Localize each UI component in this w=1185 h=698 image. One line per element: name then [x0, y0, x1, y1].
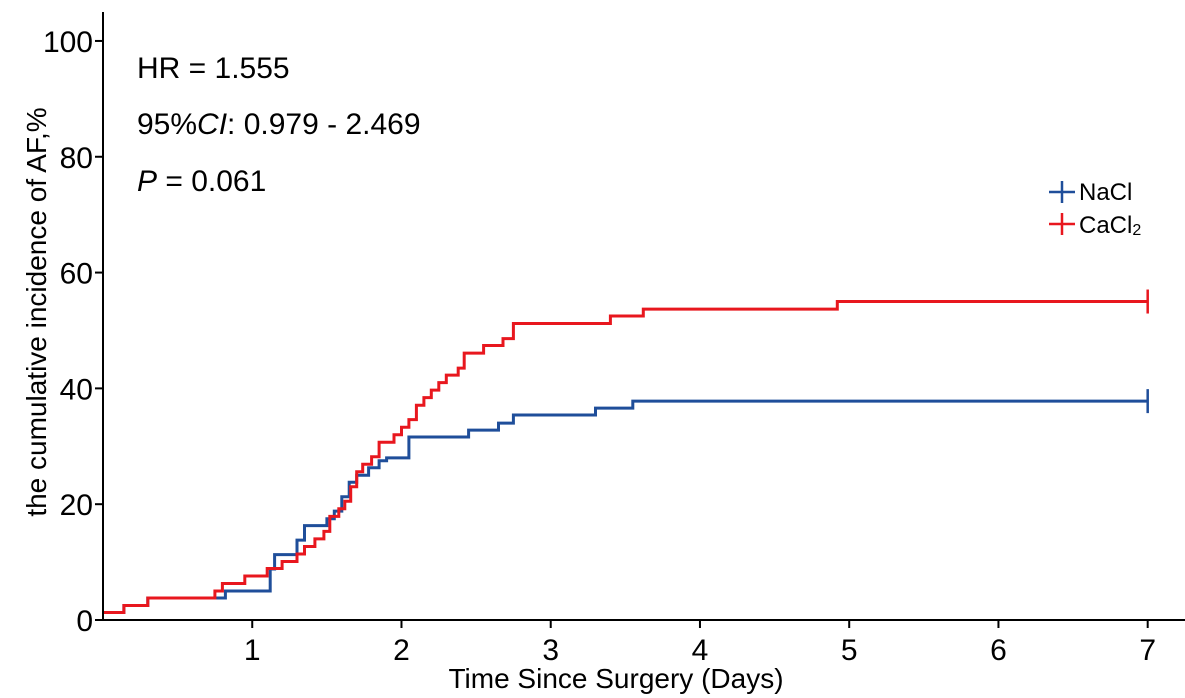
ci-annotation: 95%CI: 0.979 - 2.469 [137, 108, 421, 141]
axis-ticks: 1 2 3 4 5 6 7 0 20 40 60 80 100 [43, 26, 1156, 667]
legend: NaCl CaCl2 [1049, 179, 1141, 239]
series-lines [103, 289, 1149, 614]
hr-annotation: HR = 1.555 [137, 52, 290, 85]
legend-label-cacl2-sub: 2 [1132, 222, 1141, 239]
x-tick-label: 2 [393, 634, 410, 667]
x-tick-label: 3 [542, 634, 559, 667]
series-line-cacl2 [103, 300, 1148, 614]
annotations: HR = 1.555 95%CI: 0.979 - 2.469 P = 0.06… [137, 52, 421, 198]
y-tick-label: 0 [76, 605, 93, 638]
y-tick-label: 60 [60, 258, 93, 291]
ci-prefix: 95% [137, 108, 197, 141]
y-tick-label: 20 [60, 489, 93, 522]
legend-label-cacl2-main: CaCl [1079, 212, 1132, 239]
x-tick-label: 1 [244, 634, 261, 667]
series-line-nacl [103, 399, 1148, 614]
plot-axes [102, 12, 1185, 621]
y-axis-title: the cumulative incidence of AF,% [21, 107, 52, 516]
y-tick-label: 80 [60, 142, 93, 175]
legend-label-cacl2: CaCl2 [1079, 212, 1141, 239]
x-tick-label: 6 [990, 634, 1007, 667]
x-axis-title: Time Since Surgery (Days) [448, 663, 783, 694]
legend-label-nacl: NaCl [1079, 179, 1132, 206]
legend-item-cacl2: CaCl2 [1049, 212, 1141, 239]
x-tick-label: 7 [1139, 634, 1156, 667]
y-tick-label: 40 [60, 373, 93, 406]
p-rest: = 0.061 [157, 165, 266, 198]
p-annotation: P = 0.061 [137, 165, 266, 198]
x-tick-label: 5 [841, 634, 858, 667]
p-italic: P [137, 165, 157, 198]
ci-italic: CI [197, 108, 227, 141]
x-tick-label: 4 [692, 634, 709, 667]
legend-item-nacl: NaCl [1049, 179, 1132, 206]
ci-rest: : 0.979 - 2.469 [227, 108, 420, 141]
y-tick-label: 100 [43, 26, 93, 59]
